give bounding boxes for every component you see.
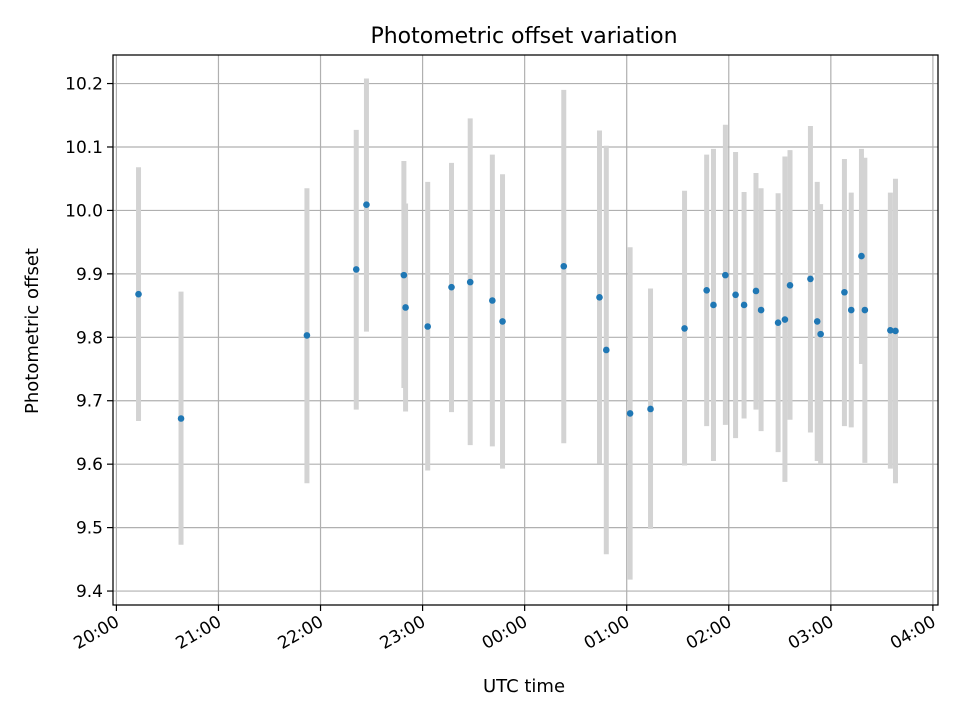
y-tick-label: 9.7 (76, 392, 103, 412)
data-point (647, 405, 654, 413)
data-point (135, 290, 142, 298)
data-point (400, 271, 408, 279)
data-point (722, 271, 729, 279)
y-tick-label: 10.1 (65, 138, 103, 158)
data-point (786, 281, 794, 289)
data-point (774, 319, 782, 327)
data-point (807, 275, 814, 283)
grid (113, 55, 938, 605)
data-point (402, 304, 409, 311)
data-point (847, 306, 855, 314)
data-point (781, 316, 789, 323)
data-point (489, 297, 496, 304)
y-tick-label: 9.8 (76, 328, 103, 348)
data-point (732, 291, 739, 299)
data-point (858, 252, 865, 260)
data-point (596, 294, 603, 301)
chart-title: Photometric offset variation (370, 24, 677, 49)
data-point (892, 327, 899, 335)
data-point (813, 318, 821, 325)
x-axis-label: UTC time (483, 676, 565, 697)
data-point (681, 325, 688, 332)
data-point (757, 306, 765, 314)
y-tick-label: 9.9 (76, 265, 103, 285)
data-point (177, 415, 185, 422)
data-point (887, 327, 894, 334)
y-tick-label: 10.2 (65, 75, 103, 95)
data-point (424, 323, 431, 330)
data-point (626, 410, 634, 417)
data-point (602, 346, 610, 354)
data-point (363, 201, 370, 209)
data-point (448, 283, 455, 291)
data-points (135, 201, 899, 422)
data-point (703, 287, 710, 294)
data-point (499, 318, 506, 325)
y-tick-label: 9.5 (76, 519, 103, 539)
data-point (466, 278, 474, 286)
data-point (740, 301, 748, 309)
y-tick-label: 9.6 (76, 455, 103, 475)
data-point (817, 330, 824, 338)
y-tick-label: 10.0 (65, 201, 103, 221)
plot-frame (112, 54, 939, 606)
data-point (752, 287, 760, 295)
data-point (841, 288, 848, 296)
data-point (303, 332, 311, 339)
y-axis: 9.4 9.5 9.6 9.7 9.8 9.9 10.0 10.1 10.2 (65, 75, 113, 602)
data-point (352, 266, 360, 273)
data-point (710, 301, 717, 309)
y-tick-label: 9.4 (76, 582, 103, 602)
data-point (560, 262, 568, 270)
y-axis-label: Photometric offset (22, 248, 43, 414)
data-point (861, 306, 869, 314)
